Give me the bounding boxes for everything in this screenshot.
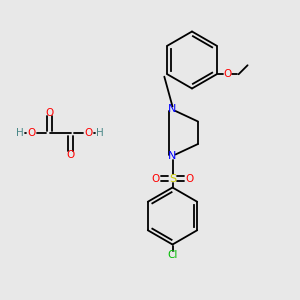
Text: O: O [45, 107, 54, 118]
Text: Cl: Cl [167, 250, 178, 260]
Text: H: H [96, 128, 104, 139]
Text: N: N [168, 104, 177, 115]
Text: O: O [27, 128, 36, 139]
Text: O: O [223, 69, 231, 79]
Text: O: O [66, 149, 75, 160]
Text: N: N [168, 151, 177, 161]
Text: H: H [16, 128, 24, 139]
Text: S: S [169, 173, 176, 184]
Text: O: O [185, 173, 193, 184]
Text: O: O [152, 173, 160, 184]
Text: O: O [84, 128, 93, 139]
